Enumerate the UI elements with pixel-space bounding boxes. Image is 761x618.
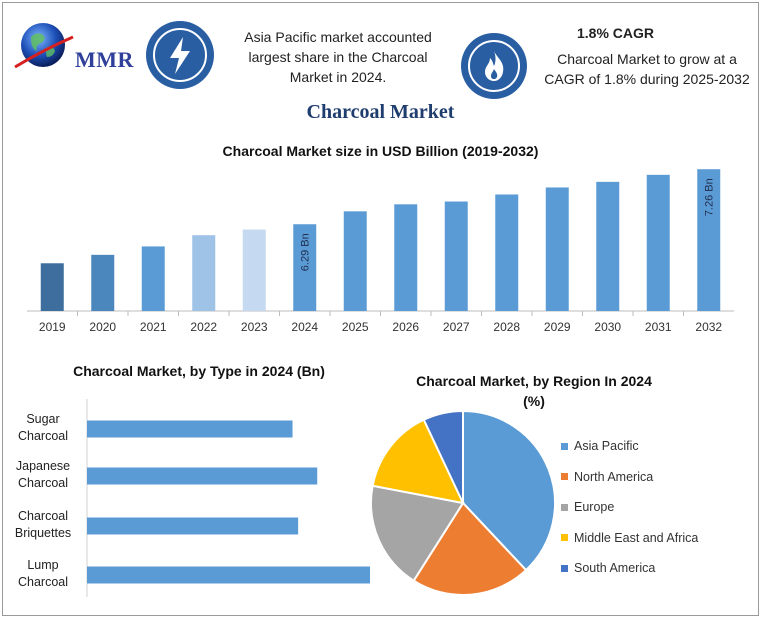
type-bar-chart [86, 399, 371, 597]
type-category-label-line: Charcoal [17, 509, 69, 523]
data-label-2032: 7.26 Bn [704, 178, 716, 216]
bar-2030 [596, 181, 620, 311]
pie-slice [412, 501, 528, 596]
logo: MMR [13, 17, 143, 81]
bar-2026 [394, 204, 418, 311]
type-category-label-line: Charcoal [17, 476, 69, 490]
x-tick-label: 2028 [493, 320, 520, 334]
x-tick-label: 2020 [89, 320, 116, 334]
cagr-text: Charcoal Market to grow at a CAGR of 1.8… [537, 49, 757, 89]
bar-2032 [697, 169, 721, 311]
type-category-label-line: Japanese [15, 459, 71, 473]
type-category-label: Sugar Charcoal [5, 411, 81, 445]
x-tick-label: 2025 [342, 320, 369, 334]
region-chart-title-line: Charcoal Market, by Region In 2024 [416, 373, 652, 389]
x-tick-label: 2027 [443, 320, 470, 334]
type-bar [87, 566, 371, 584]
type-category-label: Lump Charcoal [5, 557, 81, 591]
legend-item: South America [561, 553, 698, 584]
pie-slice [462, 409, 556, 572]
type-bar [87, 420, 293, 438]
bar-2027 [444, 201, 468, 311]
legend-swatch [561, 503, 568, 511]
legend-label: Middle East and Africa [574, 530, 699, 545]
x-tick-label: 2031 [645, 320, 672, 334]
type-bar [87, 467, 318, 485]
type-category-label-line: Lump [27, 558, 59, 572]
x-tick-label: 2023 [241, 320, 268, 334]
legend-label: North America [574, 469, 654, 484]
legend-swatch [561, 442, 568, 450]
bar-2024 [293, 224, 317, 311]
logo-text: MMR [75, 47, 134, 72]
type-category-label-line: Charcoal [17, 575, 69, 589]
bar-2029 [545, 187, 569, 311]
legend-swatch [561, 564, 568, 572]
region-chart-title-line: (%) [523, 393, 545, 409]
region-legend: Asia Pacific North America Europe Middle Ea… [561, 431, 698, 584]
x-tick-label: 2021 [140, 320, 167, 334]
pie-slice [371, 418, 465, 505]
share-text-line: Asia Pacific market accounted [244, 29, 432, 45]
x-tick-label: 2026 [392, 320, 419, 334]
cagr-text-line: Charcoal Market to grow at a [557, 51, 737, 67]
legend-label: Asia Pacific [574, 439, 639, 454]
x-tick-label: 2019 [39, 320, 66, 334]
legend-label: Europe [574, 500, 615, 515]
type-category-label: Charcoal Briquettes [5, 508, 81, 542]
type-category-label-line: Briquettes [14, 526, 72, 540]
legend-swatch [561, 473, 568, 481]
lightning-icon [153, 28, 207, 82]
bar-2020 [91, 254, 115, 311]
bar-2022 [192, 235, 216, 311]
region-pie-chart [370, 409, 556, 596]
share-text-line: largest share in the Charcoal [248, 49, 428, 65]
flame-icon [468, 40, 520, 92]
bar-2031 [646, 174, 670, 311]
x-tick-label: 2030 [594, 320, 621, 334]
legend-item: Asia Pacific [561, 431, 698, 462]
type-category-label-line: Charcoal [17, 429, 69, 443]
type-category-label-line: Sugar [26, 412, 60, 426]
bar-2023 [242, 229, 266, 311]
x-tick-label: 2022 [190, 320, 217, 334]
globe-icon [14, 23, 74, 69]
type-category-label: Japanese Charcoal [5, 458, 81, 492]
bar-2028 [495, 194, 519, 311]
legend-item: Middle East and Africa [561, 523, 698, 554]
bar-2019 [40, 263, 64, 311]
cagr-badge [461, 33, 527, 99]
x-tick-label: 2029 [544, 320, 571, 334]
type-bar [87, 517, 299, 535]
legend-item: North America [561, 462, 698, 493]
market-size-bar-chart: 2019 2020 2021 2022 2023 2024 6.29 Bn 2025 2026 2… [27, 169, 734, 334]
bar-2025 [343, 211, 367, 311]
pie-slice [422, 409, 464, 504]
x-tick-label: 2032 [695, 320, 722, 334]
cagr-text-line: CAGR of 1.8% during 2025-2032 [544, 71, 750, 87]
share-text: Asia Pacific market accounted largest sh… [227, 27, 449, 87]
cagr-title: 1.8% CAGR [577, 25, 655, 41]
legend-swatch [561, 534, 568, 542]
legend-item: Europe [561, 492, 698, 523]
data-label-2024: 6.29 Bn [300, 233, 312, 271]
share-text-line: Market in 2024. [289, 69, 387, 85]
region-chart-title: Charcoal Market, by Region In 2024 (%) [389, 371, 679, 411]
market-size-chart-title: Charcoal Market size in USD Billion (201… [222, 143, 539, 159]
pie-slice [370, 484, 465, 583]
page-title: Charcoal Market [306, 101, 455, 123]
share-badge [146, 21, 214, 89]
type-chart-title: Charcoal Market, by Type in 2024 (Bn) [73, 363, 325, 379]
bar-2021 [141, 246, 165, 311]
legend-label: South America [574, 561, 656, 576]
x-tick-label: 2024 [291, 320, 318, 334]
